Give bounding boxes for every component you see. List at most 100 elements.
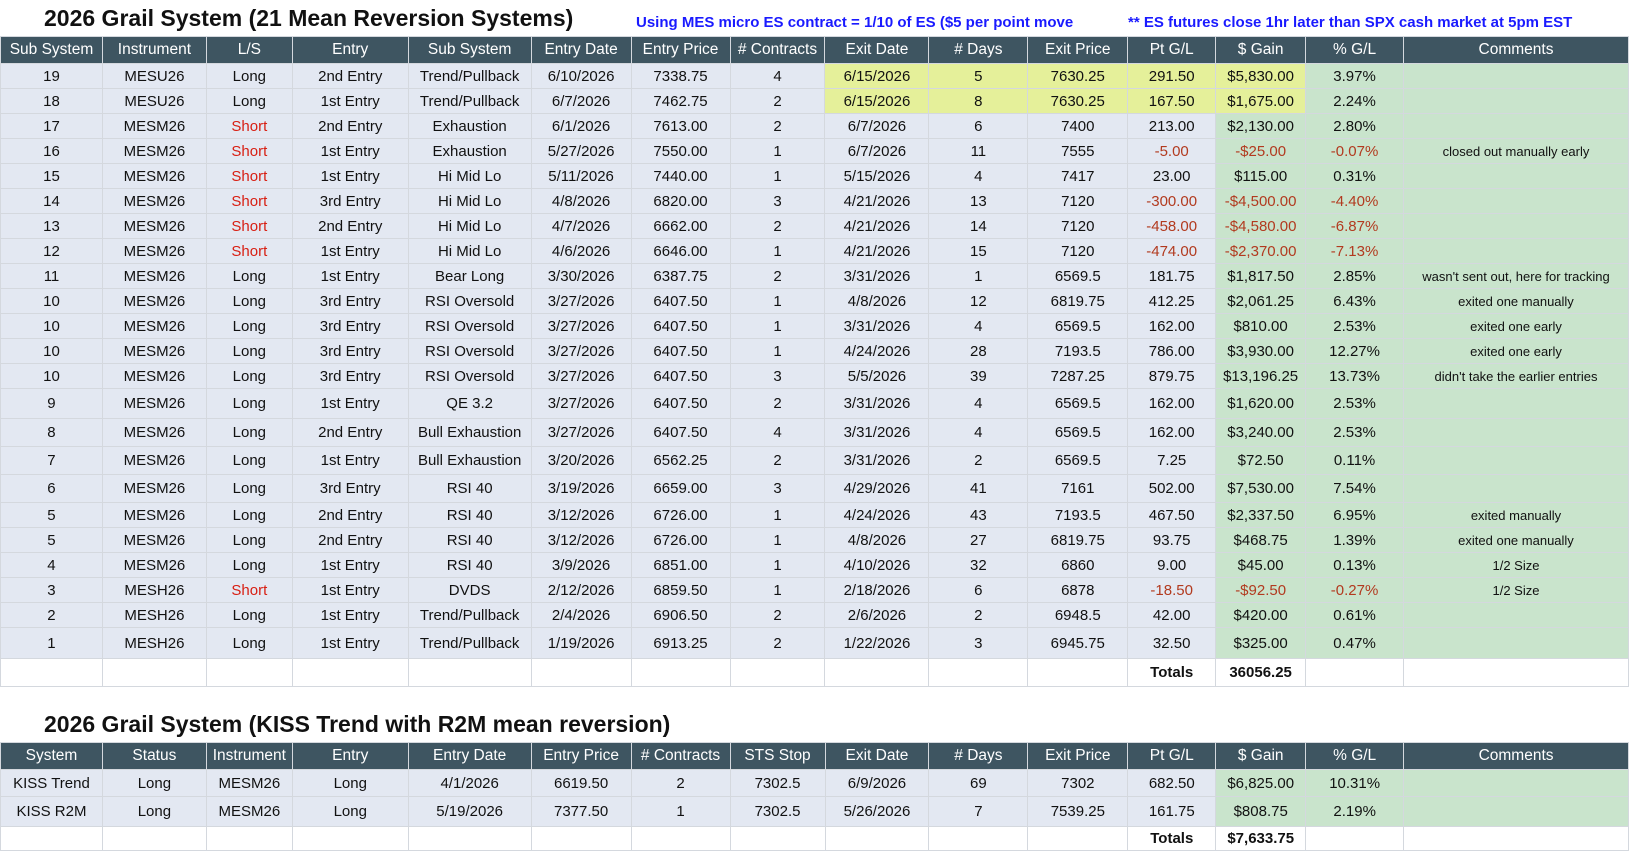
table-cell: 3rd Entry xyxy=(291,363,409,389)
table-cell xyxy=(1403,213,1629,239)
table-row: 10 MESM26 Long 3rd Entry RSI Oversold 3/27/20… xyxy=(0,313,1629,339)
table-cell: -4.40% xyxy=(1305,188,1404,214)
column-header: System xyxy=(0,742,103,770)
table-cell: 6820.00 xyxy=(630,188,731,214)
table-cell: 2 xyxy=(729,446,826,475)
table-cell: 93.75 xyxy=(1127,527,1217,553)
table-cell: 4/7/2026 xyxy=(530,213,632,239)
table-row: 5 MESM26 Long 2nd Entry RSI 40 3/12/2026 6726.… xyxy=(0,502,1629,528)
table-cell: 3/31/2026 xyxy=(824,388,930,419)
table-row: 10 MESM26 Long 3rd Entry RSI Oversold 3/27/20… xyxy=(0,363,1629,389)
table-cell: -0.27% xyxy=(1305,577,1404,603)
table-cell: 7417 xyxy=(1027,163,1129,189)
table-cell: RSI 40 xyxy=(407,552,532,578)
table-cell: 4 xyxy=(928,313,1029,339)
table-cell: 3/31/2026 xyxy=(824,263,930,289)
table-cell: 11 xyxy=(928,138,1029,164)
table-cell: Long xyxy=(101,769,207,797)
table-cell: 2nd Entry xyxy=(291,418,409,447)
table-cell: 6662.00 xyxy=(630,213,731,239)
table-cell: 10.31% xyxy=(1305,769,1405,797)
table-cell: Hi Mid Lo xyxy=(407,188,532,214)
table-row: 3 MESH26 Short 1st Entry DVDS 2/12/2026 6859.5… xyxy=(0,577,1629,603)
totals-label: Totals xyxy=(1127,826,1217,851)
table-cell: RSI Oversold xyxy=(407,363,532,389)
table-cell: 3/20/2026 xyxy=(530,446,632,475)
table-cell: MESM26 xyxy=(101,288,207,314)
table-row: KISS Trend Long MESM26 Long 4/1/2026 6619.50 2… xyxy=(0,769,1629,797)
table-cell: 3/12/2026 xyxy=(530,502,632,528)
column-header: Pt G/L xyxy=(1127,742,1217,770)
table-cell: RSI Oversold xyxy=(407,313,532,339)
table-cell: 12 xyxy=(0,238,103,264)
table-cell: KISS Trend xyxy=(0,769,103,797)
table-cell: 1 xyxy=(729,577,826,603)
table-cell: $2,337.50 xyxy=(1215,502,1307,528)
column-header: Exit Date xyxy=(824,36,930,64)
table-cell: 162.00 xyxy=(1127,313,1217,339)
column-header: $ Gain xyxy=(1215,742,1307,770)
table-cell: 2/4/2026 xyxy=(530,602,632,628)
table-cell: 69 xyxy=(928,769,1029,797)
table-cell: Short xyxy=(205,213,293,239)
table-cell: 6 xyxy=(928,113,1029,139)
table-cell xyxy=(1403,769,1629,797)
table-cell: Short xyxy=(205,188,293,214)
table-cell: $325.00 xyxy=(1215,627,1307,659)
table-cell: 786.00 xyxy=(1127,338,1217,364)
table-row: 5 MESM26 Long 2nd Entry RSI 40 3/12/2026 6726.… xyxy=(0,527,1629,553)
table-cell: 2nd Entry xyxy=(291,113,409,139)
column-header: Sub System xyxy=(0,36,103,64)
table-cell: MESM26 xyxy=(101,338,207,364)
table-cell: Long xyxy=(205,552,293,578)
table-cell: wasn't sent out, here for tracking xyxy=(1403,263,1629,289)
table-cell: 6851.00 xyxy=(630,552,731,578)
table-cell: 1st Entry xyxy=(291,388,409,419)
table-cell: 1st Entry xyxy=(291,138,409,164)
column-header: $ Gain xyxy=(1215,36,1307,64)
table-cell: 1st Entry xyxy=(291,627,409,659)
table-cell: 467.50 xyxy=(1127,502,1217,528)
table-cell: 2/6/2026 xyxy=(824,602,930,628)
table-cell: 3/31/2026 xyxy=(824,418,930,447)
table-cell: MESM26 xyxy=(101,238,207,264)
table-cell: $808.75 xyxy=(1215,796,1307,827)
table-cell: 1 xyxy=(729,313,826,339)
table-cell: Long xyxy=(205,88,293,114)
table-row: 17 MESM26 Short 2nd Entry Exhaustion 6/1/2026… xyxy=(0,113,1629,139)
table-cell: 6913.25 xyxy=(630,627,731,659)
table-cell: 4 xyxy=(729,418,826,447)
table-cell: $3,240.00 xyxy=(1215,418,1307,447)
table-cell: 13 xyxy=(0,213,103,239)
empty-cell xyxy=(530,658,632,687)
table-cell: 3rd Entry xyxy=(291,474,409,503)
table-cell: 6819.75 xyxy=(1027,288,1129,314)
table-cell: exited one manually xyxy=(1403,288,1629,314)
table-cell: 4/24/2026 xyxy=(824,502,930,528)
table-row: 7 MESM26 Long 1st Entry Bull Exhaustion 3/20/… xyxy=(0,446,1629,475)
table-cell: 2 xyxy=(630,769,731,797)
table-cell: 4/21/2026 xyxy=(824,238,930,264)
page-title: 2026 Grail System (21 Mean Reversion Sys… xyxy=(44,5,574,31)
table-cell: 1.39% xyxy=(1305,527,1404,553)
table-row: 4 MESM26 Long 1st Entry RSI 40 3/9/2026 6851.0… xyxy=(0,552,1629,578)
table-cell: 2 xyxy=(928,602,1029,628)
table-cell: Trend/Pullback xyxy=(407,602,532,628)
table-cell: 12 xyxy=(928,288,1029,314)
totals-row: Totals 36056.25 xyxy=(0,658,1629,687)
table-cell: 6819.75 xyxy=(1027,527,1129,553)
table-cell: 3/27/2026 xyxy=(530,338,632,364)
table-cell: -$2,370.00 xyxy=(1215,238,1307,264)
empty-cell xyxy=(407,826,532,851)
column-header: % G/L xyxy=(1305,36,1404,64)
table-cell xyxy=(1403,63,1629,89)
table-cell: 4/29/2026 xyxy=(824,474,930,503)
column-header: Entry xyxy=(291,742,409,770)
table-cell: 5/11/2026 xyxy=(530,163,632,189)
table-cell: 1 xyxy=(729,552,826,578)
table-cell: 213.00 xyxy=(1127,113,1217,139)
table-cell: 7630.25 xyxy=(1027,88,1129,114)
empty-cell xyxy=(1403,826,1629,851)
table-cell xyxy=(1403,388,1629,419)
table-cell xyxy=(1403,238,1629,264)
